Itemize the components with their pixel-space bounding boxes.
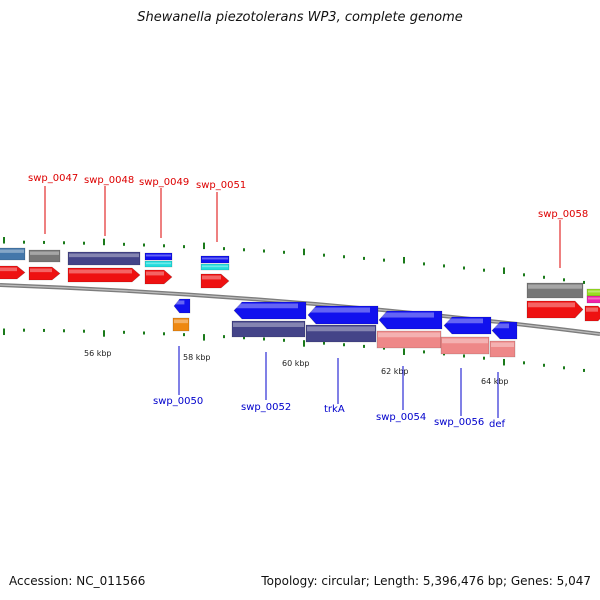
gene-box [231,320,306,338]
gene-box [200,263,230,271]
gene-box [0,247,26,261]
bottom-gene-labels: swp_0050 swp_0052 trkA swp_0054 swp_0056… [153,346,506,430]
scale-labels: 56 kbp 58 kbp 60 kbp 62 kbp 64 kbp [84,349,509,386]
gene-label-def: def [489,419,506,430]
cds-arrow [307,305,379,325]
cds-arrow [443,316,492,335]
gene-highlight [202,257,228,260]
gene-highlight [445,318,483,324]
gene-highlight [146,271,164,276]
gene-highlight [491,342,514,347]
gene-highlight [146,254,171,257]
gene-highlight [309,307,370,313]
gene-highlight [588,297,600,300]
gene-features [0,247,600,358]
gene-label-swp_0052: swp_0052 [241,402,291,413]
gene-label-swp_0058: swp_0058 [538,209,588,220]
gene-highlight [174,319,188,324]
scale-label-62: 62 kbp [381,367,409,376]
lower-tick-row [3,328,585,372]
gene-box [489,340,516,358]
cds-arrow [0,265,26,280]
gene-box [526,282,584,299]
gene-box [172,317,190,332]
gene-highlight [586,307,598,312]
gene-highlight [588,290,600,293]
gene-box [586,288,600,297]
gene-box [440,336,490,355]
gene-box [144,260,173,268]
map-title: Shewanella piezotolerans WP3, complete g… [137,10,463,25]
gene-label-swp_0049: swp_0049 [139,177,189,188]
gene-highlight [0,267,17,272]
scale-label-64: 64 kbp [481,377,509,386]
gene-label-swp_0056: swp_0056 [434,417,484,428]
cds-arrow [526,300,584,319]
gene-box [305,324,377,343]
gene-label-swp_0054: swp_0054 [376,412,426,423]
scale-label-58: 58 kbp [183,353,211,362]
gene-box [586,295,600,304]
gene-highlight [528,302,575,308]
cds-arrow [584,305,600,322]
gene-highlight [0,249,24,253]
cds-arrow [28,266,61,281]
gene-highlight [202,265,228,268]
gene-highlight [235,303,298,309]
gene-highlight [175,300,185,305]
cds-arrow [67,267,141,283]
gene-label-trkA: trkA [324,404,345,415]
scale-label-56: 56 kbp [84,349,112,358]
gene-highlight [233,322,304,327]
accession-text: Accession: NC_011566 [9,574,146,588]
scale-label-60: 60 kbp [282,359,310,368]
gene-highlight [378,332,440,338]
gene-highlight [442,338,488,344]
gene-highlight [202,275,221,280]
gene-highlight [493,323,509,329]
gene-label-swp_0048: swp_0048 [84,175,134,186]
gene-highlight [69,253,139,258]
gene-highlight [30,268,52,273]
gene-box [200,255,230,264]
gene-box [28,249,61,263]
genome-summary-text: Topology: circular; Length: 5,396,476 bp… [261,574,591,588]
gene-label-swp_0051: swp_0051 [196,180,246,191]
cds-arrow [233,301,307,320]
cds-arrow [491,321,518,340]
cds-arrow [200,273,230,289]
gene-highlight [30,251,59,255]
cds-arrow [144,269,173,285]
gene-highlight [146,262,171,265]
gene-box [144,252,173,261]
gene-highlight [528,284,582,289]
gene-label-swp_0047: swp_0047 [28,173,78,184]
top-gene-labels: swp_0047 swp_0048 swp_0049 swp_0051 swp_… [28,173,588,268]
upper-tick-row [3,237,585,284]
gene-highlight [69,269,132,274]
cds-arrow [378,310,443,330]
gene-highlight [307,326,375,332]
cds-arrow [173,298,191,314]
gene-highlight [380,312,434,318]
gene-box [67,251,141,266]
gene-label-swp_0050: swp_0050 [153,396,203,407]
